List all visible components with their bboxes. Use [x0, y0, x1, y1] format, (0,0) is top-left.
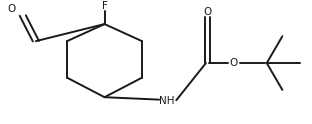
- Text: O: O: [230, 58, 238, 68]
- Text: O: O: [8, 4, 16, 15]
- Text: NH: NH: [159, 96, 175, 107]
- Text: O: O: [203, 7, 212, 17]
- Text: F: F: [102, 1, 107, 11]
